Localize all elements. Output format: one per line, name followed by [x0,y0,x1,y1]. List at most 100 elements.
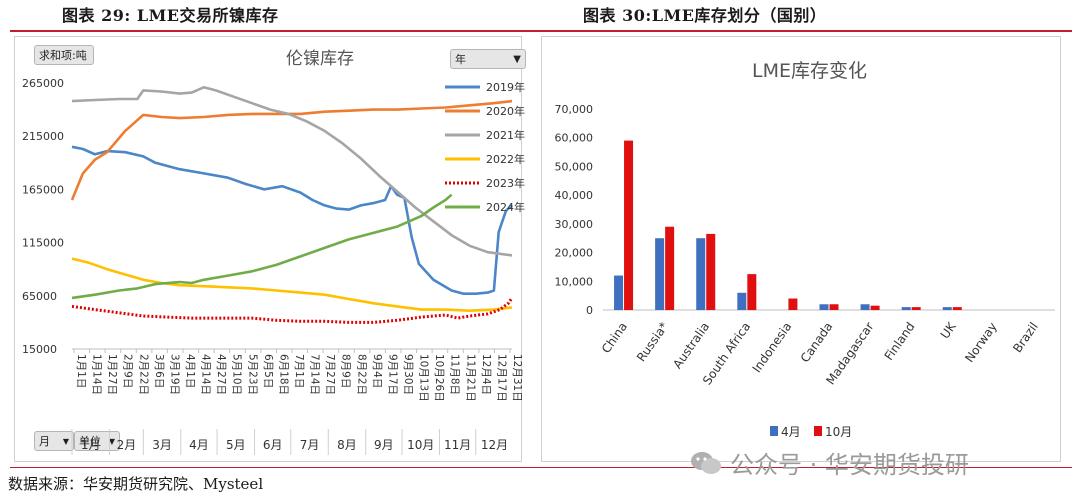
month-label: 9月 [374,438,394,452]
y-tick-label: 215000 [22,130,64,143]
year-filter-label: 年 [455,53,466,66]
date-tick-label: 3月19日 [168,354,180,395]
month-label: 11月 [444,438,471,452]
series-line-2024年 [71,193,453,300]
month-filter-label: 月 [39,435,50,448]
chevron-down-icon: ▼ [108,436,115,446]
category-label: Russia* [634,320,671,365]
legend-label: 2021年 [486,128,525,142]
bar-4月-China [614,275,624,310]
date-tick-label: 11月8日 [449,354,461,395]
year-filter-button[interactable]: 年 ▼ [450,49,526,69]
wechat-icon [691,451,721,474]
legend-label: 2019年 [486,80,525,94]
y-tick-label: 60,000 [555,132,594,145]
left-figure-title: 图表 29: LME交易所镍库存 [62,6,279,25]
y-tick-label: 70,000 [555,103,594,116]
bar-4月-Finland [901,307,911,310]
legend-label: 2020年 [486,104,525,118]
category-label: Brazil [1010,320,1041,355]
bar-10月-China [624,140,634,310]
y-tick-label: 30,000 [555,218,594,231]
category-label: Finland [882,320,918,363]
month-label: 5月 [226,438,246,452]
y-tick-label: 65000 [22,290,57,303]
chevron-down-icon: ▼ [62,436,69,446]
source-note: 数据来源：华安期货研究院、Mysteel [8,475,264,493]
y-tick-label: 10,000 [555,275,594,288]
y-tick-label: 50,000 [555,160,594,173]
category-label: Canada [798,320,836,365]
legend-label: 2022年 [486,152,525,166]
unit-filter-button[interactable]: 单位 ▼ [74,431,120,451]
bar-4月-Australia [696,238,706,310]
bar-10月-Russia* [665,226,675,310]
month-label: 3月 [152,438,172,452]
category-label: Norway [962,320,1000,365]
right-figure-title: 图表 30:LME库存划分（国别） [583,6,827,25]
unit-filter-label: 单位 [79,435,101,448]
legend-swatch [814,426,822,436]
bar-4月-South Africa [737,292,747,310]
month-label: 6月 [263,438,283,452]
date-tick-label: 5月23日 [246,354,258,395]
y-tick-label: 165000 [22,183,64,196]
month-label: 10月 [407,438,434,452]
bar-4月-Madagascar [860,304,870,310]
date-tick-label: 11月21日 [464,354,476,402]
date-tick-label: 8月22日 [355,354,367,395]
date-tick-label: 1月1日 [75,354,87,388]
month-label: 12月 [481,438,508,452]
date-tick-label: 1月14日 [91,354,103,395]
y-tick-label: 0 [586,304,593,317]
bar-10月-UK [952,307,962,310]
date-tick-label: 1月27日 [106,354,118,395]
date-tick-label: 9月4日 [371,354,383,388]
sum-field-button[interactable]: 求和项:吨 [34,45,94,65]
date-tick-label: 2月9日 [122,354,134,388]
date-tick-label: 12月31日 [511,354,523,402]
legend-swatch [770,426,778,436]
series-line-2019年 [71,145,513,296]
y-tick-label: 20,000 [555,247,594,260]
date-tick-label: 7月14日 [309,354,321,395]
category-label: Australia [670,320,712,372]
date-tick-label: 7月1日 [293,354,305,388]
bar-4月-UK [942,307,952,310]
date-tick-label: 4月14日 [200,354,212,395]
category-label: UK [938,319,960,342]
date-tick-label: 4月1日 [184,354,196,388]
date-tick-label: 6月5日 [262,354,274,388]
bar-4月-Russia* [655,238,665,310]
right-chart-title: LME库存变化 [752,60,867,82]
bar-10月-Australia [706,233,716,310]
series-line-2020年 [70,99,513,201]
date-tick-label: 2月22日 [137,354,149,395]
y-tick-label: 115000 [22,237,64,250]
date-tick-label: 7月27日 [324,354,336,395]
country-stock-bar-chart: 0 10,000 20,000 30,000 40,000 50,000 60,000 70,… [555,103,1055,439]
legend-label: 10月 [825,425,852,439]
y-tick-label: 265000 [22,77,64,90]
filter-funnel-icon: ▼ [513,53,521,65]
month-label: 7月 [300,438,320,452]
series-line-2022年 [71,257,513,313]
bar-10月-Indonesia [788,298,798,310]
nickel-stock-line-chart: 15000 65000 115000 165000 215000 265000 1月1日 1月… [22,77,525,455]
watermark: 公众号 · 华安期货投研 [690,445,969,480]
legend-label: 2024年 [486,200,525,214]
month-label: 8月 [337,438,357,452]
series-line-2021年 [71,86,513,257]
series-line-2023年 [71,297,514,324]
date-tick-label: 4月27日 [215,354,227,395]
month-filter-button[interactable]: 月 ▼ [34,431,74,451]
date-tick-label: 12月17日 [495,354,507,402]
month-label: 2月 [117,438,137,452]
bar-10月-Canada [829,304,839,310]
watermark-text: 公众号 · 华安期货投研 [730,451,969,479]
date-tick-label: 12月4日 [480,354,492,395]
date-tick-label: 9月30日 [402,354,414,395]
sum-field-label: 求和项:吨 [39,49,87,62]
legend-label: 2023年 [486,176,525,190]
date-tick-label: 8月9日 [340,354,352,388]
